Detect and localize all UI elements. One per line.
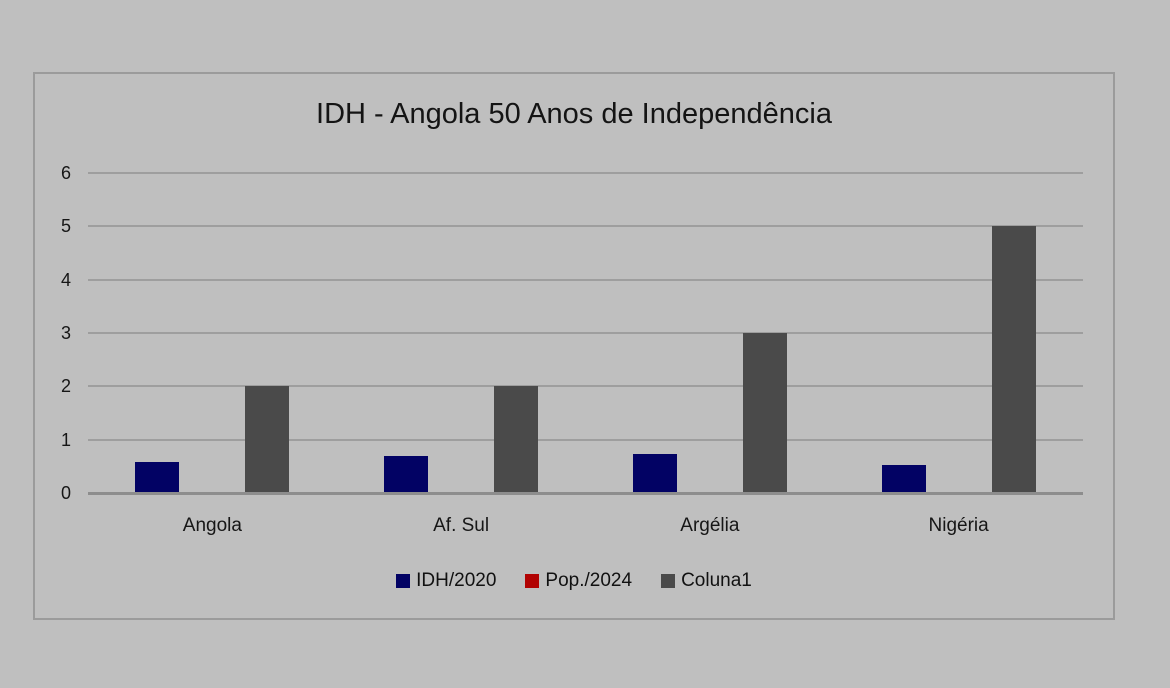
bar-coluna1-argelia[interactable] [742,333,787,493]
legend-item-coluna1[interactable]: Coluna1 [661,568,752,594]
category-group-nigeria [834,173,1083,493]
gridline [88,332,1083,334]
legend-item-idh-2020[interactable]: IDH/2020 [396,568,496,594]
y-axis-tick-label: 6 [60,163,71,183]
bar-coluna1-angola[interactable] [245,386,290,493]
category-group-argelia [586,173,835,493]
y-axis-tick-label: 1 [60,429,71,450]
x-axis-line [88,492,1083,495]
y-axis-tick-label: 3 [60,323,71,343]
category-group-angola [88,173,337,493]
legend-label: IDH/2020 [416,570,497,591]
bar-idh-2020-nigeria[interactable] [881,465,926,493]
legend-label: Pop./2024 [545,570,633,591]
legend-item-pop-2024[interactable]: Pop./2024 [525,568,632,594]
bar-coluna1-af-sul[interactable] [494,386,539,493]
legend-swatch-coluna1 [661,574,676,588]
category-group-af-sul [337,173,586,493]
x-axis-category-label: Af. Sul [433,515,490,536]
legend-swatch-idh-2020 [396,574,411,588]
bar-idh-2020-angola[interactable] [135,462,180,493]
y-axis-tick-label: 5 [60,216,71,237]
legend-swatch-pop-2024 [525,574,540,588]
plot-area [88,172,1083,495]
chart-object[interactable]: IDH - Angola 50 Anos de Independência ID… [33,72,1115,620]
gridline [88,438,1083,441]
bar-idh-2020-af-sul[interactable] [384,456,429,493]
x-axis-category-label: Angola [182,515,242,536]
x-axis-category-label: Argélia [680,515,740,536]
y-axis-tick-label: 2 [60,376,71,397]
chart-title[interactable]: IDH - Angola 50 Anos de Independência [316,98,832,130]
y-axis-tick-label: 0 [60,483,71,503]
gridline [88,385,1083,388]
gridline [88,225,1083,228]
chart-legend[interactable]: IDH/2020 Pop./2024 Coluna1 [35,568,1113,594]
bar-idh-2020-argelia[interactable] [632,454,677,493]
gridline [88,278,1083,281]
x-axis-category-label: Nigéria [928,515,989,536]
y-axis-tick-label: 4 [60,269,71,290]
bar-coluna1-nigeria[interactable] [991,226,1036,493]
gridline [88,172,1083,174]
legend-label: Coluna1 [681,570,752,591]
